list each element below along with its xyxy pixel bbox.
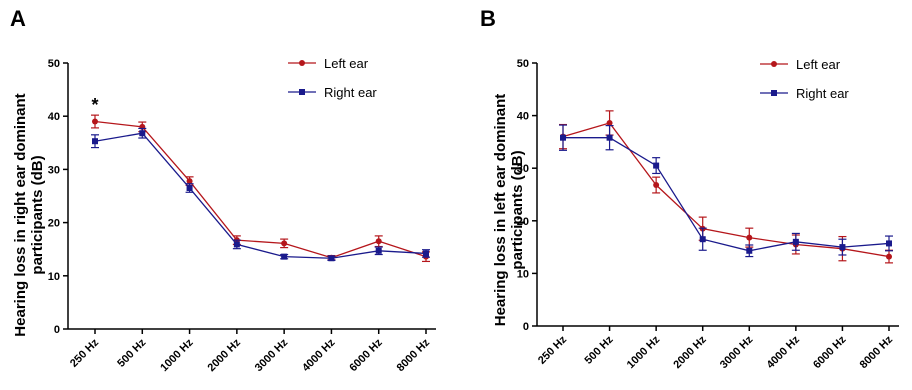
series-line <box>94 120 427 259</box>
data-point <box>792 238 799 245</box>
x-tick-label: 4000 Hz <box>300 336 338 374</box>
x-tick-label: 2000 Hz <box>206 336 244 374</box>
data-point <box>281 240 288 247</box>
series-right-ear <box>559 124 893 258</box>
y-tick-label: 30 <box>48 164 60 176</box>
legend-label: Right ear <box>324 85 377 100</box>
data-point <box>139 130 146 137</box>
data-point <box>886 253 892 260</box>
x-tick-label: 3000 Hz <box>253 336 291 374</box>
series-line <box>562 122 890 258</box>
data-point <box>375 247 382 254</box>
data-point <box>560 134 566 141</box>
data-point <box>839 244 846 251</box>
panel-a: A Hearing loss in right ear dominantparti… <box>10 6 436 374</box>
x-tick-label: 1000 Hz <box>158 336 196 374</box>
y-tick-label: 10 <box>517 268 529 280</box>
chart-b-svg: B Hearing loss in left ear dominantpartic… <box>480 6 899 371</box>
data-point <box>746 234 753 241</box>
y-tick-label: 0 <box>523 321 529 333</box>
data-point <box>746 247 753 254</box>
legend-label: Left ear <box>796 57 841 72</box>
x-tick-label: 4000 Hz <box>765 333 803 371</box>
panel-label: A <box>10 6 26 31</box>
chart-a-svg: A Hearing loss in right ear dominantparti… <box>10 6 436 374</box>
data-point <box>92 118 98 125</box>
data-point <box>233 241 240 248</box>
y-axis-label: Hearing loss in right ear dominantpartic… <box>12 93 46 336</box>
series-line <box>563 137 890 252</box>
legend-label: Right ear <box>796 86 849 101</box>
data-point <box>699 236 706 243</box>
panel-label: B <box>480 6 496 31</box>
series-line <box>94 132 427 259</box>
x-tick-label: 3000 Hz <box>718 333 756 371</box>
y-tick-label: 50 <box>48 58 60 70</box>
y-tick-label: 20 <box>48 218 60 230</box>
data-point <box>375 238 382 245</box>
y-axis-label-line-1: Hearing loss in left ear dominant <box>492 94 509 327</box>
y-axis-label: Hearing loss in left ear dominantpartici… <box>492 94 526 327</box>
legend-marker <box>771 90 777 96</box>
x-tick-label: 6000 Hz <box>347 336 385 374</box>
data-point <box>886 240 892 247</box>
legend-marker <box>299 89 305 95</box>
x-tick-label: 500 Hz <box>115 336 148 369</box>
y-tick-label: 40 <box>517 111 529 123</box>
data-point <box>606 119 613 126</box>
x-tick-label: 1000 Hz <box>625 333 663 371</box>
data-point <box>653 182 660 189</box>
panel-b: B Hearing loss in left ear dominantpartic… <box>456 0 912 390</box>
x-tick-label: 2000 Hz <box>671 333 709 371</box>
x-tick-label: 8000 Hz <box>395 336 433 374</box>
data-point <box>92 138 98 145</box>
x-tick-label: 6000 Hz <box>811 333 849 371</box>
legend-label: Left ear <box>324 56 369 71</box>
series-right-ear <box>91 127 430 262</box>
y-tick-label: 10 <box>48 271 60 283</box>
data-point <box>423 250 429 257</box>
x-tick-label: 250 Hz <box>536 333 569 366</box>
data-point <box>186 185 193 192</box>
data-point <box>186 178 193 185</box>
legend-marker <box>299 60 305 66</box>
data-point <box>653 162 660 169</box>
data-point <box>328 255 335 262</box>
x-tick-label: 500 Hz <box>583 333 616 366</box>
x-tick-label: 8000 Hz <box>858 333 896 371</box>
data-point <box>606 134 613 141</box>
x-tick-label: 250 Hz <box>68 336 101 369</box>
y-tick-label: 30 <box>517 163 529 175</box>
y-axis-label-line-2: participants (dB) <box>29 155 46 274</box>
y-axis-label-line-1: Hearing loss in right ear dominant <box>12 93 29 336</box>
y-tick-label: 20 <box>517 216 529 228</box>
y-axis-label-line-2: participants (dB) <box>509 150 526 269</box>
y-tick-label: 40 <box>48 111 60 123</box>
y-tick-label: 0 <box>54 324 60 336</box>
legend-marker <box>771 61 777 67</box>
significance-annotation: * <box>91 95 98 115</box>
y-tick-label: 50 <box>517 58 529 70</box>
data-point <box>281 253 288 260</box>
